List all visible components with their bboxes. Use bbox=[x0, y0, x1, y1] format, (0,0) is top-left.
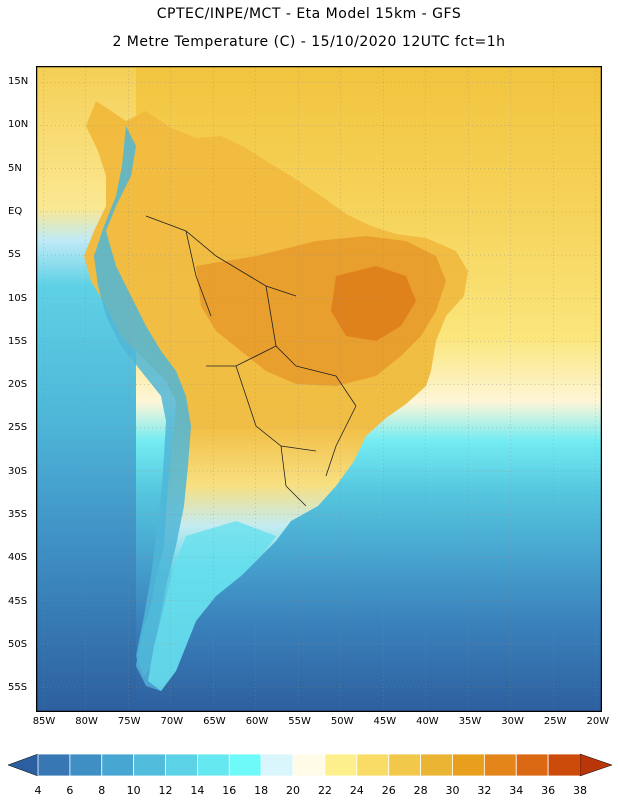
lat-label: 15S bbox=[8, 335, 28, 347]
map-frame bbox=[36, 66, 602, 712]
lon-label: 45W bbox=[373, 716, 397, 727]
lon-label: 40W bbox=[416, 716, 439, 727]
lat-label: 30S bbox=[8, 465, 28, 477]
colorbar-level-label: 14 bbox=[190, 784, 205, 797]
colorbar-swatch bbox=[483, 753, 517, 777]
colorbar-swatch bbox=[452, 753, 485, 777]
colorbar-level-label: 18 bbox=[254, 784, 269, 797]
temperature-colorbar bbox=[7, 753, 613, 777]
lon-label: 80W bbox=[75, 716, 98, 727]
colorbar-swatch bbox=[165, 753, 198, 777]
colorbar-swatch bbox=[69, 753, 103, 777]
lat-label: 35S bbox=[8, 509, 28, 520]
colorbar-level-label: 16 bbox=[222, 784, 237, 797]
lon-label: 55W bbox=[288, 716, 311, 727]
lon-label: 20W bbox=[586, 716, 610, 727]
lat-label: 5N bbox=[8, 162, 22, 174]
lat-label: 50S bbox=[8, 638, 28, 650]
colorbar-level-label: 34 bbox=[509, 784, 524, 797]
colorbar-swatch bbox=[197, 753, 230, 777]
map-title-line2: 2 Metre Temperature (C) - 15/10/2020 12U… bbox=[112, 34, 506, 50]
colorbar-min-arrow bbox=[7, 753, 39, 777]
colorbar-level-label: 8 bbox=[98, 784, 106, 797]
lon-label: 85W bbox=[32, 716, 56, 727]
lon-label: 30W bbox=[501, 716, 524, 727]
lat-label: 15N bbox=[8, 76, 29, 87]
colorbar-level-label: 38 bbox=[573, 784, 587, 797]
colorbar-swatch bbox=[133, 753, 166, 777]
colorbar-level-label: 22 bbox=[317, 784, 332, 797]
colorbar-swatch bbox=[37, 753, 71, 777]
colorbar-level-label: 30 bbox=[445, 784, 460, 797]
lon-label: 60W bbox=[245, 716, 269, 727]
colorbar-swatch bbox=[324, 753, 358, 777]
lon-label: 25W bbox=[543, 716, 567, 727]
colorbar-swatch bbox=[420, 753, 453, 777]
colorbar-swatch bbox=[356, 753, 390, 777]
colorbar-swatch bbox=[515, 753, 549, 777]
temperature-map bbox=[36, 66, 602, 712]
lon-label: 65W bbox=[203, 716, 226, 727]
colorbar-level-label: 24 bbox=[349, 784, 364, 797]
colorbar-level-label: 10 bbox=[126, 784, 141, 797]
lat-label: 20S bbox=[8, 379, 28, 391]
colorbar-level-label: 36 bbox=[541, 784, 556, 797]
map-title-line1: CPTEC/INPE/MCT - Eta Model 15km - GFS bbox=[156, 6, 462, 22]
lon-label: 70W bbox=[160, 716, 184, 727]
lat-label: 55S bbox=[8, 682, 28, 694]
colorbar-swatch bbox=[388, 753, 421, 777]
lat-label: 25S bbox=[8, 422, 28, 434]
colorbar-level-label: 12 bbox=[158, 784, 173, 797]
country-borders bbox=[145, 215, 357, 507]
colorbar-swatch bbox=[228, 753, 262, 777]
colorbar-level-label: 20 bbox=[286, 784, 301, 797]
colorbar-level-label: 6 bbox=[66, 784, 74, 797]
colorbar-swatch bbox=[292, 753, 326, 777]
lat-label: 40S bbox=[8, 552, 28, 564]
colorbar-level-label: 26 bbox=[381, 784, 396, 797]
lon-label: 75W bbox=[117, 716, 141, 727]
lon-label: 50W bbox=[330, 716, 354, 727]
lon-label: 35W bbox=[458, 716, 482, 727]
graticule bbox=[36, 66, 602, 712]
lat-label: 45S bbox=[8, 595, 28, 607]
lat-label: 5S bbox=[8, 249, 21, 261]
colorbar-swatch bbox=[101, 753, 135, 777]
lat-label: 10N bbox=[8, 119, 29, 131]
colorbar-level-label: 4 bbox=[34, 784, 42, 797]
lat-label: EQ bbox=[8, 205, 23, 217]
colorbar-max-arrow bbox=[579, 753, 613, 777]
colorbar-swatch bbox=[547, 753, 581, 777]
colorbar-level-label: 28 bbox=[413, 784, 428, 797]
lat-label: 10S bbox=[8, 292, 28, 304]
colorbar-level-label: 32 bbox=[477, 784, 492, 797]
colorbar-swatch bbox=[260, 753, 294, 777]
